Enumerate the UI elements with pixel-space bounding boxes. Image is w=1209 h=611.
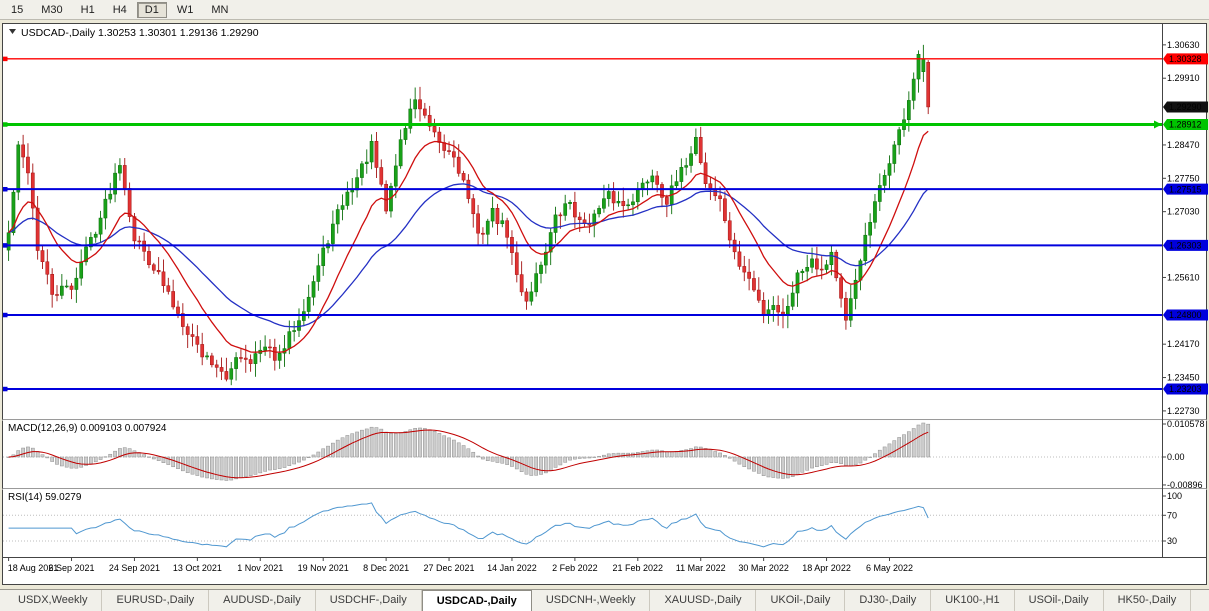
horizontal-line-1.30328[interactable] (3, 56, 1162, 62)
chart-frame (2, 23, 1207, 585)
rsi-scale-label: 70 (1167, 510, 1177, 520)
timeframe-button-d1[interactable]: D1 (136, 1, 167, 18)
chart-tab-usdcad-daily[interactable]: USDCAD-,Daily (421, 590, 532, 611)
current-price-tag: 1.29290 (1163, 101, 1208, 113)
rsi-label: RSI(14) 59.0279 (8, 492, 82, 503)
chart-tab-eurusd-daily[interactable]: EURUSD-,Daily (102, 590, 210, 611)
date-label: 6 Sep 2021 (48, 563, 94, 573)
date-label: 14 Jan 2022 (487, 563, 537, 573)
rsi-scale-label: 30 (1167, 536, 1177, 546)
svg-text:1.26303: 1.26303 (1169, 241, 1202, 251)
timeframe-button-15[interactable]: 15 (11, 3, 24, 16)
chart-tab-uk100-h1[interactable]: UK100-,H1 (931, 590, 1015, 611)
chart-tabs-bar: USDX,Weekly EURUSD-,Daily AUDUSD-,Daily USD… (0, 589, 1209, 611)
macd-pane (3, 422, 1162, 481)
chart-tab-usdchf-daily[interactable]: USDCHF-,Daily (316, 590, 422, 611)
svg-text:1.24800: 1.24800 (1169, 310, 1202, 320)
chart-tab-ukoil-daily[interactable]: UKOil-,Daily (756, 590, 846, 611)
macd-scale-label: 0.00 (1167, 452, 1185, 462)
date-label: 19 Nov 2021 (298, 563, 349, 573)
timeframe-button-h1[interactable]: H1 (80, 3, 95, 16)
price-tag-1.30328: 1.30328 (1163, 53, 1208, 65)
date-label: 21 Feb 2022 (613, 563, 664, 573)
timeframe-button-w1[interactable]: W1 (176, 3, 194, 16)
horizontal-line-1.28912[interactable] (3, 120, 1162, 129)
price-tag-1.24800: 1.24800 (1163, 309, 1208, 321)
chart-tab-usdcnh-weekly[interactable]: USDCNH-,Weekly (532, 590, 651, 611)
date-label: 30 Mar 2022 (738, 563, 789, 573)
candlestick-series (6, 44, 931, 386)
price-tag-1.28912: 1.28912 (1163, 118, 1208, 130)
chart-tab-usoil-daily[interactable]: USOil-,Daily (1015, 590, 1104, 611)
chart-tab-usdx-weekly[interactable]: USDX,Weekly (4, 590, 103, 611)
svg-text:1.28912: 1.28912 (1169, 120, 1202, 130)
date-label: 18 Aug 2021 (8, 563, 59, 573)
chart-tab-audusd-daily[interactable]: AUDUSD-,Daily (209, 590, 316, 611)
horizontal-line-1.26303[interactable] (3, 243, 1162, 248)
price-scale-label: 1.24170 (1167, 339, 1200, 349)
chart-area[interactable]: 1.30630 1.29910 1.28470 1.27750 1.27030 1.256… (0, 20, 1209, 589)
price-scale-label: 1.28470 (1167, 140, 1200, 150)
date-label: 11 Mar 2022 (676, 563, 726, 573)
timeframe-button-mn[interactable]: MN (211, 3, 229, 16)
price-scale-label: 1.30630 (1167, 40, 1200, 50)
price-tag-1.23203: 1.23203 (1163, 383, 1208, 395)
price-tag-1.26303: 1.26303 (1163, 239, 1208, 251)
horizontal-line-1.27515[interactable] (3, 186, 1162, 192)
rsi-scale-label: 100 (1167, 491, 1182, 501)
date-label: 24 Sep 2021 (109, 563, 160, 573)
date-label: 6 May 2022 (866, 563, 913, 573)
price-tag-1.27515: 1.27515 (1163, 183, 1208, 195)
price-scale-label: 1.27030 (1167, 207, 1200, 217)
macd-label: MACD(12,26,9) 0.009103 0.007924 (8, 423, 167, 434)
price-scale-label: 1.22730 (1167, 406, 1200, 416)
timeframe-button-h4[interactable]: H4 (112, 3, 127, 16)
price-scale-label: 1.23450 (1167, 373, 1200, 383)
date-label: 27 Dec 2021 (424, 563, 475, 573)
date-label: 8 Dec 2021 (363, 563, 409, 573)
svg-text:1.27515: 1.27515 (1169, 184, 1202, 194)
horizontal-line-1.23203[interactable] (3, 386, 1162, 392)
date-label: 2 Feb 2022 (552, 563, 598, 573)
macd-scale-label: -0.00896 (1167, 480, 1203, 490)
timeframe-button-m30[interactable]: M30 (41, 3, 63, 16)
date-label: 1 Nov 2021 (237, 563, 283, 573)
chart-title: USDCAD-,Daily 1.30253 1.30301 1.29136 1.… (21, 27, 259, 39)
price-scale-label: 1.25610 (1167, 272, 1200, 282)
svg-text:1.30328: 1.30328 (1169, 54, 1202, 64)
chart-tab-dj30-daily[interactable]: DJ30-,Daily (845, 590, 932, 611)
svg-text:1.23203: 1.23203 (1169, 384, 1202, 394)
horizontal-line-1.24800[interactable] (3, 312, 1162, 318)
chart-tab-hk50-daily[interactable]: HK50-,Daily (1104, 590, 1192, 611)
symbol-collapse-icon[interactable] (9, 29, 16, 34)
timeframe-toolbar: 15 M30 H1 H4 D1 W1 MN (0, 0, 1209, 20)
svg-text:1.29290: 1.29290 (1169, 102, 1202, 112)
rsi-pane (3, 502, 1162, 548)
chart-tab-xauusd-daily[interactable]: XAUUSD-,Daily (650, 590, 757, 611)
line-end-arrow-icon (1154, 120, 1162, 129)
price-scale-label: 1.29910 (1167, 73, 1200, 83)
date-label: 13 Oct 2021 (173, 563, 222, 573)
price-scale[interactable]: 1.30630 1.29910 1.28470 1.27750 1.27030 1.256… (1162, 40, 1205, 546)
macd-scale-label: 0.010578 (1167, 419, 1205, 429)
price-scale-label: 1.27750 (1167, 173, 1200, 183)
date-label: 18 Apr 2022 (802, 563, 851, 573)
